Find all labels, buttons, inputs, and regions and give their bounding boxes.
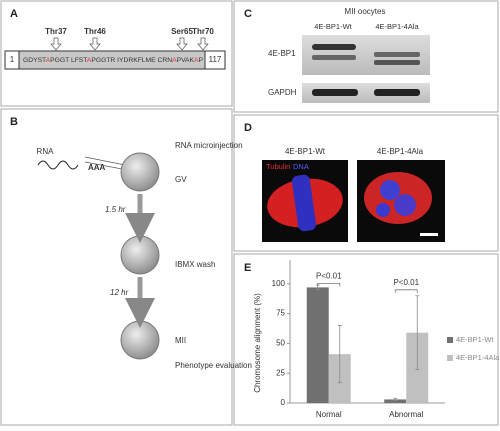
panel-label: E: [244, 262, 251, 274]
y-tick-label: 75: [276, 309, 285, 318]
panel-box: [0, 0, 233, 107]
sequence-segment: PVAK: [177, 57, 195, 64]
error-bar: [393, 397, 398, 402]
residue-start: 1: [10, 55, 15, 64]
row-label: 4E-BP1: [268, 49, 296, 58]
site-arrow: [176, 37, 188, 51]
panel-label: B: [10, 116, 18, 128]
site-label: Thr37: [45, 27, 67, 36]
panel-label: A: [10, 8, 18, 20]
chromosomes: [380, 180, 400, 200]
y-tick-label: 25: [276, 368, 285, 377]
step-label: MII: [175, 336, 186, 345]
y-axis-label: Chromosome alignment (%): [253, 293, 262, 393]
blot: [302, 83, 430, 103]
annotation: P<0.01: [393, 278, 419, 287]
residue-end: 117: [209, 55, 222, 64]
error-bar: [415, 295, 420, 371]
stain-label: Tubulin: [266, 162, 290, 171]
site-label: Ser65: [171, 27, 193, 36]
panel-label: D: [244, 122, 252, 134]
lane-label: 4E-BP1-Wt: [314, 22, 352, 31]
oocyte: [120, 152, 160, 192]
site-arrow: [197, 37, 209, 51]
oocyte: [120, 235, 160, 275]
site-label: Thr46: [84, 27, 106, 36]
y-tick-label: 100: [272, 279, 286, 288]
sequence-segment: PGGT LFST: [50, 57, 87, 64]
band: [374, 89, 420, 96]
image-label: 4E-BP1-4Ala: [377, 147, 424, 156]
band: [374, 52, 420, 57]
significance-bracket: [394, 289, 418, 293]
stain-label: DNA: [293, 162, 309, 171]
step-label: RNA microinjection: [175, 141, 243, 150]
sequence-segment: A: [46, 57, 51, 64]
sequence-segment: A: [172, 57, 177, 64]
legend-swatch: [447, 337, 453, 343]
sequence: GDYSTAPGGT LFST APGGTR IYDRKFLME CRN APVAK…: [23, 57, 203, 64]
annotation: P<0.01: [316, 272, 342, 281]
rna-label: RNA: [37, 147, 55, 156]
step-label: GV: [175, 175, 187, 184]
x-tick-label: Abnormal: [389, 410, 423, 419]
time-label: 1.5 hr: [105, 205, 126, 214]
time-label: 12 hr: [110, 288, 129, 297]
legend-label: 4E-BP1-4Ala: [456, 353, 500, 362]
sequence-segment: PGGTR IYDRKFLME CRN: [91, 57, 172, 64]
rna-strand: [37, 160, 79, 170]
polya-label: AAA: [88, 163, 106, 172]
sequence-segment: P: [199, 57, 203, 64]
image-label: 4E-BP1-Wt: [285, 147, 326, 156]
row-label: GAPDH: [268, 88, 297, 97]
panel-box: [233, 0, 499, 113]
site-arrow: [50, 37, 62, 51]
scale-bar: [420, 233, 438, 236]
sequence-segment: A: [194, 57, 199, 64]
chromosomes: [376, 203, 390, 217]
panel-box: [0, 108, 233, 426]
sequence-segment: A: [87, 57, 92, 64]
chromosomes: [394, 194, 416, 216]
band: [312, 44, 356, 50]
panel-box: [233, 253, 499, 426]
step-label: Phenotype evaluation: [175, 361, 252, 370]
oocyte: [120, 320, 160, 360]
site-label: Thr70: [192, 27, 214, 36]
y-tick-label: 50: [276, 339, 285, 348]
sequence-segment: GDYST: [23, 57, 46, 64]
band: [374, 60, 420, 65]
legend-label: 4E-BP1-Wt: [456, 335, 494, 344]
domain-end: [204, 50, 226, 70]
band: [312, 55, 356, 60]
error-bar: [337, 325, 342, 384]
lane-label: 4E-BP1-4Ala: [375, 22, 419, 31]
significance-bracket: [317, 283, 341, 287]
y-tick-label: 0: [281, 398, 286, 407]
site-arrow: [89, 37, 101, 51]
step-label: IBMX wash: [175, 260, 215, 269]
bar: [306, 287, 329, 403]
panel-label: C: [244, 8, 252, 20]
panel-box: [233, 114, 499, 252]
chromosomes: [291, 174, 317, 232]
bar: [384, 399, 407, 403]
legend-swatch: [447, 355, 453, 361]
blot-header: MII oocytes: [345, 7, 386, 16]
band: [312, 89, 358, 96]
x-tick-label: Normal: [316, 410, 342, 419]
